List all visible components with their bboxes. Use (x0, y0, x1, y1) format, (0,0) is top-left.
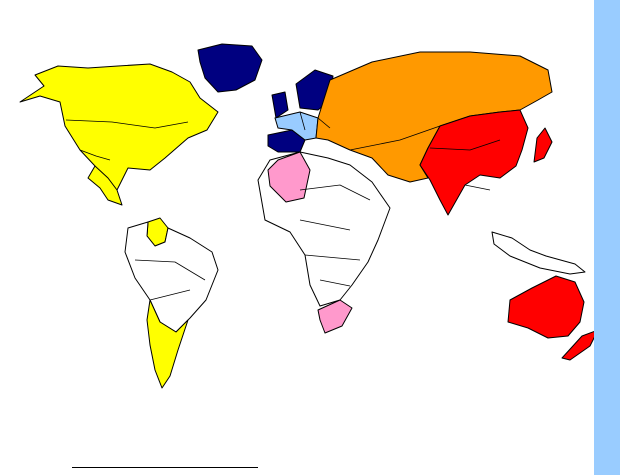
footnote-rule (72, 467, 258, 468)
region-east-south-asia (419, 109, 529, 216)
region-north-africa (267, 151, 311, 203)
border-asia-interior (349, 125, 501, 191)
side-strip (594, 0, 620, 475)
world-map (19, 43, 594, 389)
region-central-america (87, 165, 123, 206)
border-usa-mexico (79, 149, 111, 161)
region-south-africa (317, 299, 353, 334)
world-map-svg (19, 43, 594, 389)
region-south-america-other (124, 221, 219, 333)
region-central-europe (274, 111, 319, 141)
region-uk (271, 91, 289, 119)
border-europe-interior (299, 111, 331, 131)
region-north-america (19, 63, 219, 191)
border-canada-usa (65, 119, 189, 129)
region-new-zealand (561, 330, 594, 361)
border-south-america-interior (134, 259, 206, 301)
region-japan (533, 127, 553, 163)
region-australia (507, 275, 585, 339)
region-southeast-asia-islands (491, 231, 586, 275)
region-south-america-south (146, 299, 189, 389)
border-africa-interior (299, 184, 371, 287)
region-greenland (197, 43, 263, 93)
